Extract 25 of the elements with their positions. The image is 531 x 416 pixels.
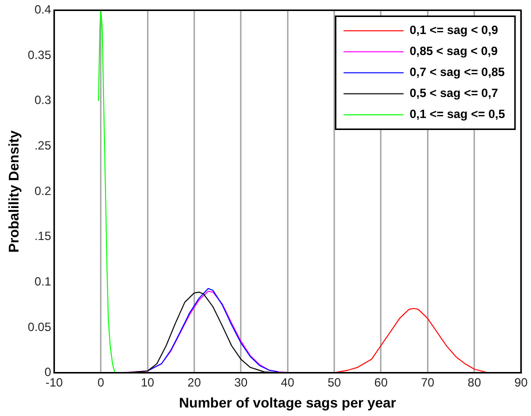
x-tick-label: 30 xyxy=(234,375,248,390)
legend-label: 0,85 < sag < 0,9 xyxy=(410,44,498,58)
y-tick-label: 0.4 xyxy=(34,2,52,17)
y-tick-label: .25 xyxy=(34,138,52,152)
y-tick-label: 0.3 xyxy=(34,93,52,108)
legend-label: 0,7 < sag <= 0,85 xyxy=(410,65,505,80)
x-tick-label: 20 xyxy=(188,375,202,390)
x-tick-label: 10 xyxy=(140,375,155,390)
x-axis-title: Number of voltage sags per year xyxy=(179,394,397,410)
legend-label: 0,5 < sag <= 0,7 xyxy=(410,86,498,100)
x-tick-label: 90 xyxy=(514,375,528,390)
x-tick-label: 80 xyxy=(468,375,482,390)
y-tick-label: 0.1 xyxy=(34,274,52,288)
legend-label: 0,1 <= sag < 0,9 xyxy=(410,23,498,38)
y-tick-label: 0.2 xyxy=(34,184,52,198)
x-tick-label: 70 xyxy=(420,375,435,390)
y-tick-label: 0.35 xyxy=(28,48,52,62)
y-tick-label: .15 xyxy=(34,229,52,244)
x-tick-label: 40 xyxy=(280,375,295,390)
x-tick-label: 0 xyxy=(97,375,104,390)
y-axis-title: Probalility Density xyxy=(5,130,22,253)
x-tick-label: 50 xyxy=(328,375,342,390)
x-tick-label: 60 xyxy=(374,375,388,390)
y-tick-label: 0.05 xyxy=(28,320,52,334)
legend-label: 0,1 <= sag <= 0,5 xyxy=(410,107,506,122)
